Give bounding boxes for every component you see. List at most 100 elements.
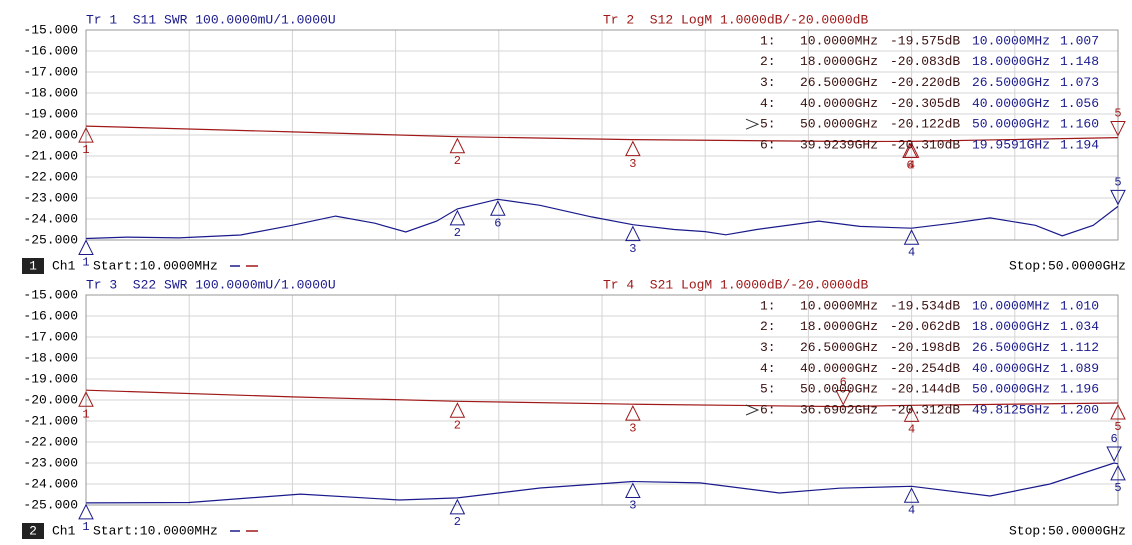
marker-row-name: 2: — [760, 319, 776, 334]
marker-x: 10.0000MHz — [972, 33, 1050, 48]
marker-x: 40.0000GHz — [972, 96, 1050, 111]
marker-x: 19.9591GHz — [972, 137, 1050, 152]
marker-x: 10.0000MHz — [800, 298, 878, 313]
marker-x: 18.0000GHz — [800, 319, 878, 334]
marker-x: 18.0000GHz — [800, 54, 878, 69]
trace — [85, 125, 1119, 143]
marker-row-name: 2: — [760, 54, 776, 69]
marker-row-name: 5: — [760, 117, 776, 132]
y-tick-label: -19.000 — [23, 106, 78, 121]
marker-value: -20.122dB — [890, 117, 960, 132]
marker-value: 1.160 — [1060, 117, 1099, 132]
y-tick-label: -22.000 — [23, 434, 78, 449]
y-tick-label: -17.000 — [23, 64, 78, 79]
marker-x: 18.0000GHz — [972, 319, 1050, 334]
marker-value: -20.083dB — [890, 54, 960, 69]
y-tick-label: -23.000 — [23, 190, 78, 205]
marker — [449, 209, 466, 226]
y-tick-label: -22.000 — [23, 169, 78, 184]
trace-header-right: Tr 4 S21 LogM 1.0000dB/-20.0000dB — [603, 277, 868, 292]
marker — [1110, 403, 1126, 420]
marker-id: 1 — [82, 520, 89, 534]
marker-x: 40.0000GHz — [972, 361, 1050, 376]
trace — [85, 198, 1119, 240]
marker-id: 1 — [82, 407, 89, 421]
marker-x: 26.5000GHz — [800, 340, 878, 355]
y-tick-label: -18.000 — [23, 350, 78, 365]
marker-id: 4 — [908, 503, 915, 517]
active-indicator — [745, 118, 760, 130]
marker-id: 3 — [629, 499, 636, 513]
marker-id: 1 — [82, 256, 89, 270]
marker-id: 4 — [908, 159, 915, 173]
marker — [1110, 189, 1126, 206]
y-tick-label: -24.000 — [23, 476, 78, 491]
marker-x: 50.0000GHz — [800, 382, 878, 397]
y-tick-label: -24.000 — [23, 211, 78, 226]
channel-number: 2 — [29, 523, 37, 538]
marker-id: 5 — [1114, 107, 1121, 121]
marker — [449, 137, 466, 154]
y-tick-label: -23.000 — [23, 455, 78, 470]
channel-label: Ch1 — [52, 523, 76, 538]
marker-id: 3 — [629, 157, 636, 171]
marker-row-name: 4: — [760, 96, 776, 111]
start-label: Start:10.0000MHz — [93, 523, 218, 538]
marker-row-name: 6: — [760, 137, 776, 152]
marker — [490, 200, 506, 216]
marker — [78, 239, 94, 256]
marker-id: 2 — [454, 226, 461, 240]
marker-value: -20.305dB — [890, 96, 960, 111]
marker — [625, 140, 641, 157]
channel-box — [22, 523, 44, 539]
marker-value: 1.089 — [1060, 361, 1099, 376]
marker-row-name: 1: — [760, 33, 776, 48]
marker-x: 50.0000GHz — [972, 382, 1050, 397]
stop-label: Stop:50.0000GHz — [1009, 258, 1126, 273]
marker-value: 1.194 — [1060, 137, 1099, 152]
channel-box — [22, 258, 44, 274]
marker-x: 49.8125GHz — [972, 402, 1050, 417]
y-tick-label: -15.000 — [23, 22, 78, 37]
marker-x: 40.0000GHz — [800, 361, 878, 376]
marker-row-name: 4: — [760, 361, 776, 376]
y-tick-label: -16.000 — [23, 43, 78, 58]
y-tick-label: -18.000 — [23, 85, 78, 100]
start-label: Start:10.0000MHz — [93, 258, 218, 273]
trace-header-right: Tr 2 S12 LogM 1.0000dB/-20.0000dB — [603, 12, 868, 27]
marker-x: 36.6902GHz — [800, 402, 878, 417]
marker-id: 5 — [1114, 420, 1121, 434]
marker-id: 2 — [454, 154, 461, 168]
marker-x: 50.0000GHz — [972, 117, 1050, 132]
marker — [78, 126, 94, 143]
marker-row-name: 3: — [760, 340, 776, 355]
marker — [902, 142, 918, 159]
marker-x: 50.0000GHz — [800, 117, 878, 132]
marker-id: 6 — [840, 376, 847, 390]
y-tick-label: -16.000 — [23, 308, 78, 323]
marker — [625, 405, 641, 421]
marker-id: 5 — [1114, 481, 1121, 495]
marker-x: 10.0000MHz — [972, 298, 1050, 313]
marker-value: -19.534dB — [890, 298, 960, 313]
stop-label: Stop:50.0000GHz — [1009, 523, 1126, 538]
marker-value: -20.198dB — [890, 340, 960, 355]
y-tick-label: -20.000 — [23, 392, 78, 407]
marker-value: 1.034 — [1060, 319, 1099, 334]
marker — [903, 406, 920, 422]
marker-value: -20.310dB — [890, 137, 960, 152]
marker-value: 1.007 — [1060, 33, 1099, 48]
marker — [903, 487, 920, 503]
marker-x: 10.0000MHz — [800, 33, 878, 48]
y-tick-label: -25.000 — [23, 232, 78, 247]
marker-value: 1.010 — [1060, 298, 1099, 313]
y-tick-label: -15.000 — [23, 287, 78, 302]
marker-id: 3 — [629, 421, 636, 435]
marker — [625, 225, 641, 242]
marker — [1110, 121, 1126, 137]
marker-x: 40.0000GHz — [800, 96, 878, 111]
marker-value: -20.062dB — [890, 319, 960, 334]
marker-id: 6 — [494, 216, 501, 230]
marker-id: 5 — [1114, 176, 1121, 190]
marker-x: 26.5000GHz — [800, 75, 878, 90]
